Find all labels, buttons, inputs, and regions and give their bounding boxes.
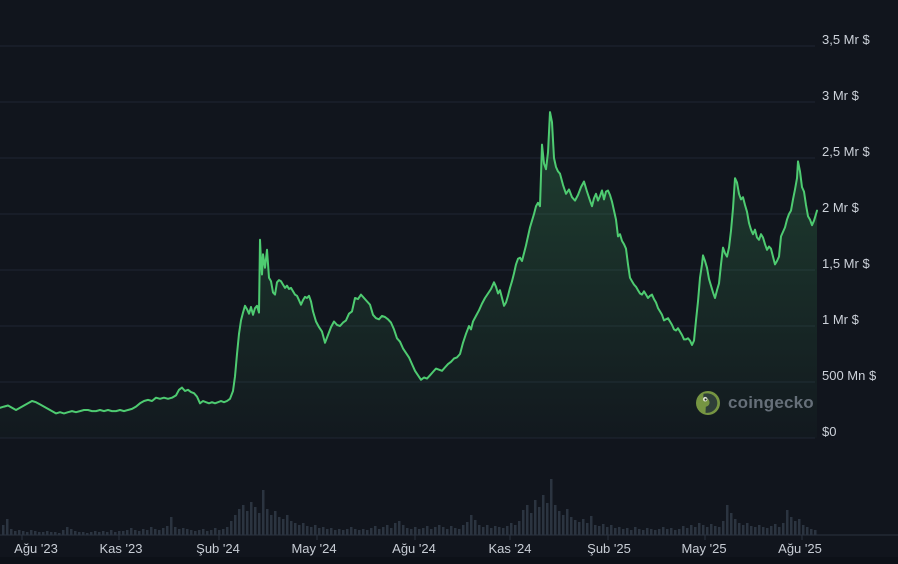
gecko-icon	[696, 391, 720, 415]
watermark-label: coingecko	[728, 393, 814, 412]
x-axis-label: May '25	[681, 541, 727, 556]
x-axis-ticks	[21, 535, 803, 540]
x-axis-label: Şub '24	[196, 541, 240, 556]
y-axis-label: 1 Mr $	[822, 312, 859, 327]
y-axis-label: 2,5 Mr $	[822, 144, 870, 159]
y-axis-label: $0	[822, 424, 837, 439]
x-axis-label: May '24	[291, 541, 337, 556]
x-axis-label: Ağu '23	[14, 541, 58, 556]
grid-lines	[0, 45, 815, 439]
x-axis-label: Kas '24	[488, 541, 532, 556]
x-axis-label: Ağu '24	[392, 541, 436, 556]
y-axis-label: 500 Mn $	[822, 368, 877, 383]
y-axis-label: 3,5 Mr $	[822, 32, 870, 47]
x-axis-label: Şub '25	[587, 541, 631, 556]
y-axis-label: 2 Mr $	[822, 200, 859, 215]
market-cap-line	[0, 111, 818, 415]
footer-strip	[0, 557, 898, 564]
y-axis-label: 3 Mr $	[822, 88, 859, 103]
coingecko-watermark: coingecko	[696, 391, 814, 415]
x-axis-label: Ağu '25	[778, 541, 822, 556]
x-axis-label: Kas '23	[99, 541, 143, 556]
volume-bars	[2, 479, 817, 535]
y-axis-label: 1,5 Mr $	[822, 256, 870, 271]
market-cap-area	[0, 112, 817, 438]
